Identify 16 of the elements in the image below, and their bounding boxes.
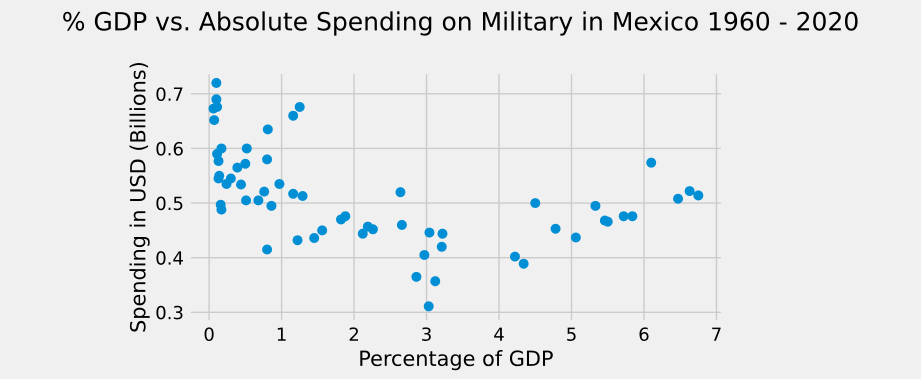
x-tick-label: 2 — [350, 327, 358, 341]
x-tick-label: 3 — [422, 327, 431, 341]
y-tick-label: 0.4 — [156, 251, 183, 265]
y-tick-label: 0.7 — [156, 87, 182, 101]
chart-title: % GDP vs. Absolute Spending on Military in Mexico 1960 - 2020 — [63, 11, 858, 36]
x-tick-label: 0 — [204, 327, 214, 341]
x-tick-label: 7 — [712, 328, 721, 341]
x-tick-label: 4 — [494, 328, 504, 341]
y-axis-title: Spending in USD (Billions) — [130, 62, 150, 332]
y-tick-label: 0.6 — [156, 142, 183, 156]
x-axis-title: Percentage of GDP — [360, 350, 553, 370]
y-tick-label: 0.3 — [156, 306, 182, 320]
y-tick-label: 0.5 — [156, 196, 182, 210]
x-tick-label: 6 — [640, 327, 649, 341]
x-tick-label: 1 — [278, 328, 286, 341]
x-tick-label: 5 — [567, 328, 576, 341]
